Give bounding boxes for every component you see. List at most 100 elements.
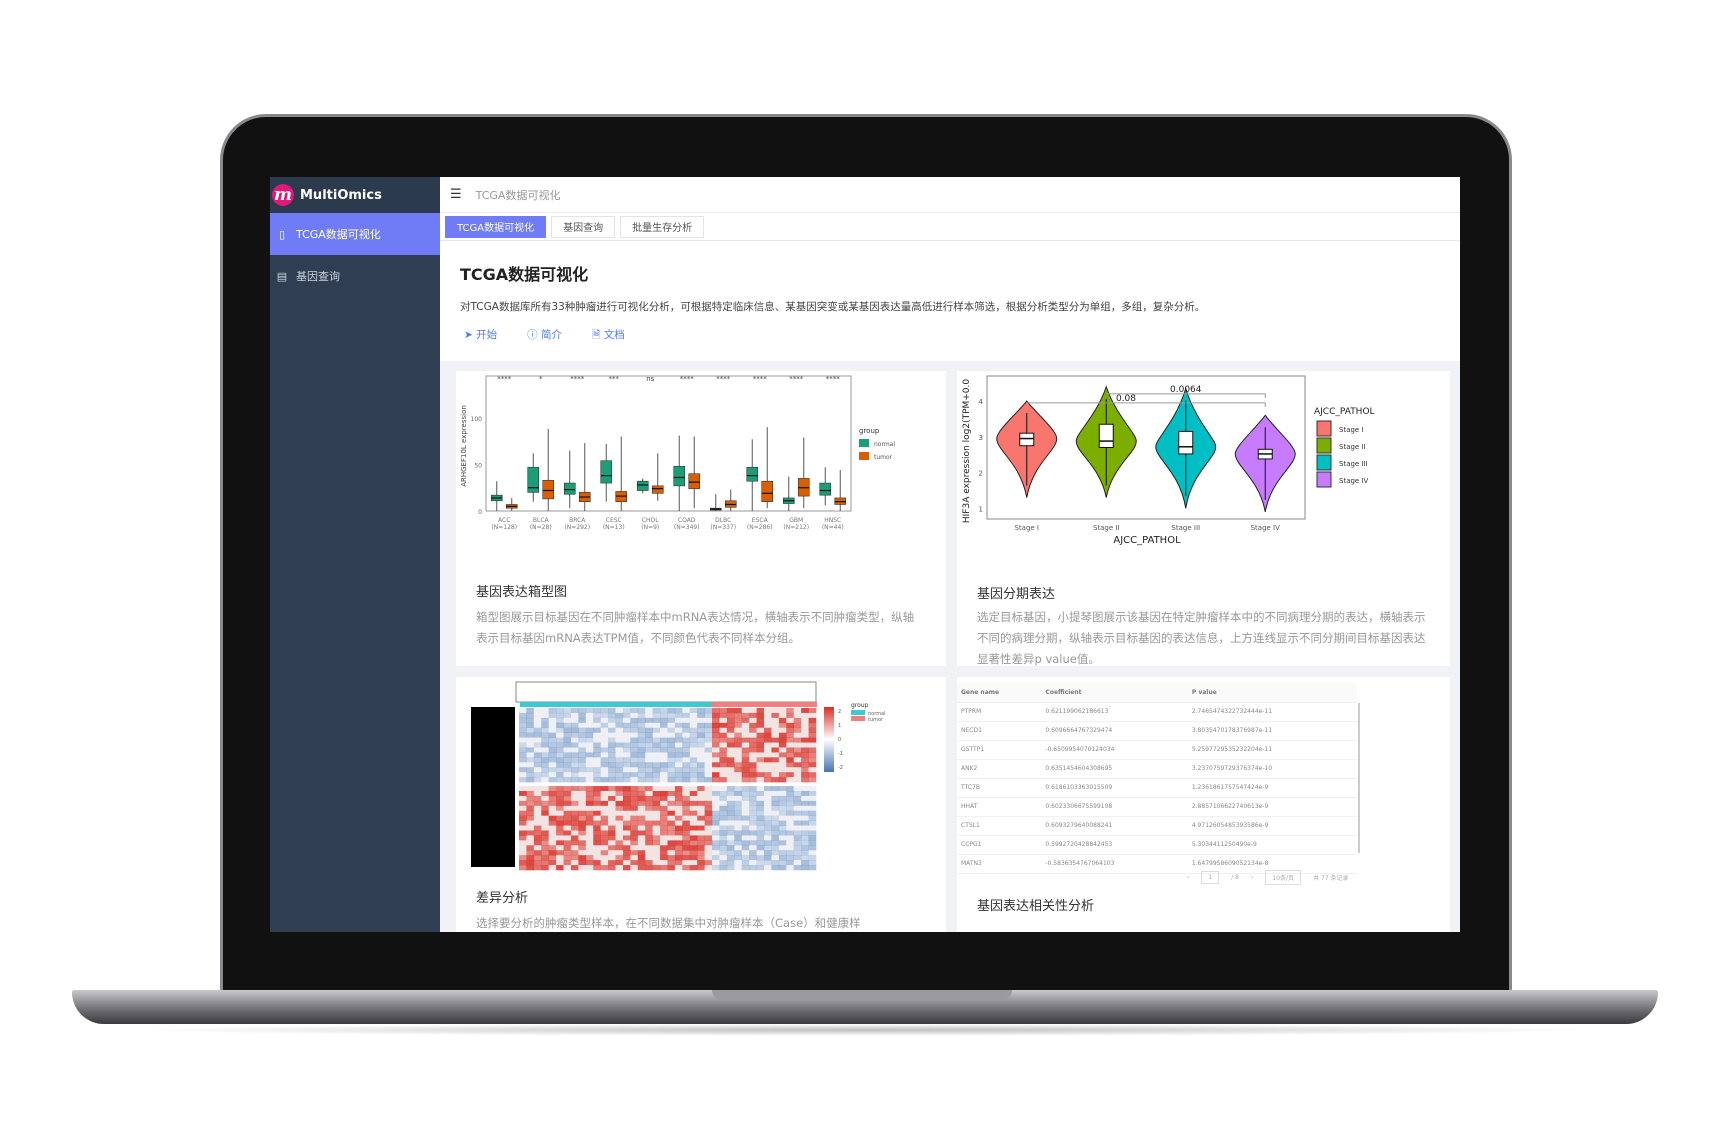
intro-link[interactable]: ⓘ 简介 — [527, 327, 562, 345]
heatmap-cell — [630, 757, 639, 763]
table-row[interactable]: CCPG1 0.5992720428842453 5.3034411250490e-… — [957, 835, 1357, 855]
table-row[interactable]: ANK2 0.6351454604308695 3.2370759729376374… — [957, 759, 1357, 779]
heatmap-cell — [808, 757, 817, 763]
heatmap-cell — [793, 850, 802, 856]
heatmap-cell — [622, 855, 631, 861]
x-tick-label: ACC — [498, 517, 510, 524]
heatmap-cell — [615, 791, 624, 797]
heatmap-cell — [801, 815, 809, 821]
column-header[interactable]: P value — [1187, 683, 1357, 703]
table-row[interactable]: NECD1 0.6096664767329474 3.803547017837698… — [957, 721, 1357, 741]
heatmap-cell — [741, 800, 750, 807]
menu-toggle-icon[interactable]: ☰ — [450, 187, 462, 202]
breadcrumb[interactable]: TCGA数据可视化 — [475, 188, 561, 202]
heatmap-cell — [756, 708, 765, 714]
heatmap-cell — [533, 835, 542, 841]
heatmap-cell — [533, 712, 542, 719]
heatmap-cell — [548, 815, 557, 821]
heatmap-cell — [689, 786, 698, 792]
heatmap-cell — [556, 840, 564, 846]
heatmap-cell — [548, 855, 557, 861]
heatmap-cell — [712, 810, 720, 816]
heatmap-cell — [563, 752, 572, 758]
table-row[interactable]: CTSL1 0.6093279640088241 4.971260548539358… — [957, 816, 1357, 836]
next-page-button[interactable]: › — [1250, 874, 1254, 881]
heatmap-cell — [704, 737, 713, 743]
heatmap-cell — [615, 737, 624, 743]
sidebar-item-tcga[interactable]: ▯ TCGA数据可视化 — [270, 213, 440, 255]
logo[interactable]: m MultiOmics — [270, 177, 440, 213]
heatmap-cell — [622, 712, 631, 719]
heatmap-cell — [689, 855, 698, 861]
heatmap-cell — [756, 722, 765, 729]
column-header[interactable]: Gene name — [957, 683, 1042, 703]
heatmap-cell — [726, 845, 735, 851]
card-heatmap[interactable]: 2 1 0 -1 -2 group normal tumor 差异分析 选择要分析的肿瘤类型样… — [456, 677, 946, 932]
card-violin[interactable]: HIF3A expression log2(TPM+0.0 1 2 3 4 Stage I… — [957, 371, 1450, 666]
heatmap-cell — [563, 835, 572, 841]
heatmap-cell — [526, 722, 535, 729]
heatmap-cell — [749, 737, 757, 743]
heatmap-cell — [808, 747, 817, 753]
page-size-select[interactable]: 10条/页 — [1265, 870, 1302, 885]
heatmap-cell — [674, 840, 683, 846]
heatmap-cell — [519, 835, 527, 841]
table-row[interactable]: MATN3 -0.5836354767064103 1.64799586090521… — [957, 854, 1357, 874]
heatmap-cell — [771, 845, 780, 851]
heatmap-cell — [600, 777, 609, 783]
heatmap-cell — [667, 845, 676, 851]
heatmap-cell — [704, 850, 713, 856]
heatmap-cell — [674, 820, 683, 826]
heatmap-cell — [808, 845, 817, 851]
heatmap-cell — [741, 820, 750, 826]
heatmap-cell — [645, 732, 653, 738]
heatmap-cell — [764, 712, 772, 719]
start-link[interactable]: ➤ 开始 — [464, 327, 497, 345]
prev-page-button[interactable]: ‹ — [1187, 874, 1190, 881]
heatmap-cell — [570, 712, 579, 719]
heatmap-cell — [764, 767, 772, 773]
heatmap-cell — [652, 747, 661, 753]
heatmap-cell — [704, 727, 713, 733]
card-correlation[interactable]: Gene name Coefficient P value PTPRM 0.621… — [957, 677, 1450, 932]
sidebar-item-gene-query[interactable]: ▤ 基因查询 — [270, 255, 440, 297]
heatmap-cell — [749, 772, 757, 778]
heatmap-cell — [541, 845, 549, 851]
card-boxplot[interactable]: ARHGEF10L expression 0 50 100 ACC (N=128) ****… — [456, 371, 946, 666]
heatmap-cell — [704, 830, 713, 836]
heatmap-cell — [645, 795, 653, 802]
heatmap-cell — [585, 865, 594, 871]
docs-link[interactable]: 🗎 文档 — [592, 327, 625, 345]
heatmap-cell — [719, 795, 728, 802]
heatmap-cell — [808, 850, 817, 856]
heatmap-cell — [793, 791, 802, 797]
table-row[interactable]: GSTTP1 -0.6509954070124034 5.2597729535232… — [957, 740, 1357, 760]
table-row[interactable]: HHAT 0.6023306675599108 2.8857106622740613… — [957, 797, 1357, 817]
heatmap-cell — [741, 845, 750, 851]
heatmap-cell — [593, 830, 601, 836]
table-row[interactable]: PTPRM 0.621199062186613 2.7465474322732444… — [957, 702, 1357, 722]
box-normal — [563, 482, 576, 495]
heatmap-cell — [726, 732, 735, 738]
heatmap-cell — [637, 855, 646, 861]
tab-gene-query[interactable]: 基因查询 — [551, 215, 616, 238]
table-scrollbar[interactable] — [1358, 703, 1360, 853]
tab-batch-survival[interactable]: 批量生存分析 — [620, 215, 705, 238]
heatmap-cell — [771, 772, 780, 778]
heatmap-cell — [764, 732, 772, 738]
tab-tcga[interactable]: TCGA数据可视化 — [445, 215, 547, 238]
heatmap-cell — [652, 757, 661, 763]
heatmap-cell — [578, 722, 587, 729]
box-tumor — [761, 480, 774, 502]
violin-box — [1098, 423, 1114, 448]
heatmap-cell — [570, 800, 579, 807]
heatmap-cell — [519, 825, 527, 831]
heatmap-cell — [637, 860, 646, 866]
heatmap-cell — [541, 825, 549, 831]
heatmap-cell — [593, 825, 601, 831]
column-header[interactable]: Coefficient — [1041, 683, 1188, 703]
heatmap-cell — [548, 762, 557, 768]
heatmap-cell — [749, 795, 757, 802]
table-row[interactable]: TTC7B 0.6186103363015509 1.236186175754742… — [957, 778, 1357, 798]
page-input[interactable]: 1 — [1201, 871, 1220, 884]
